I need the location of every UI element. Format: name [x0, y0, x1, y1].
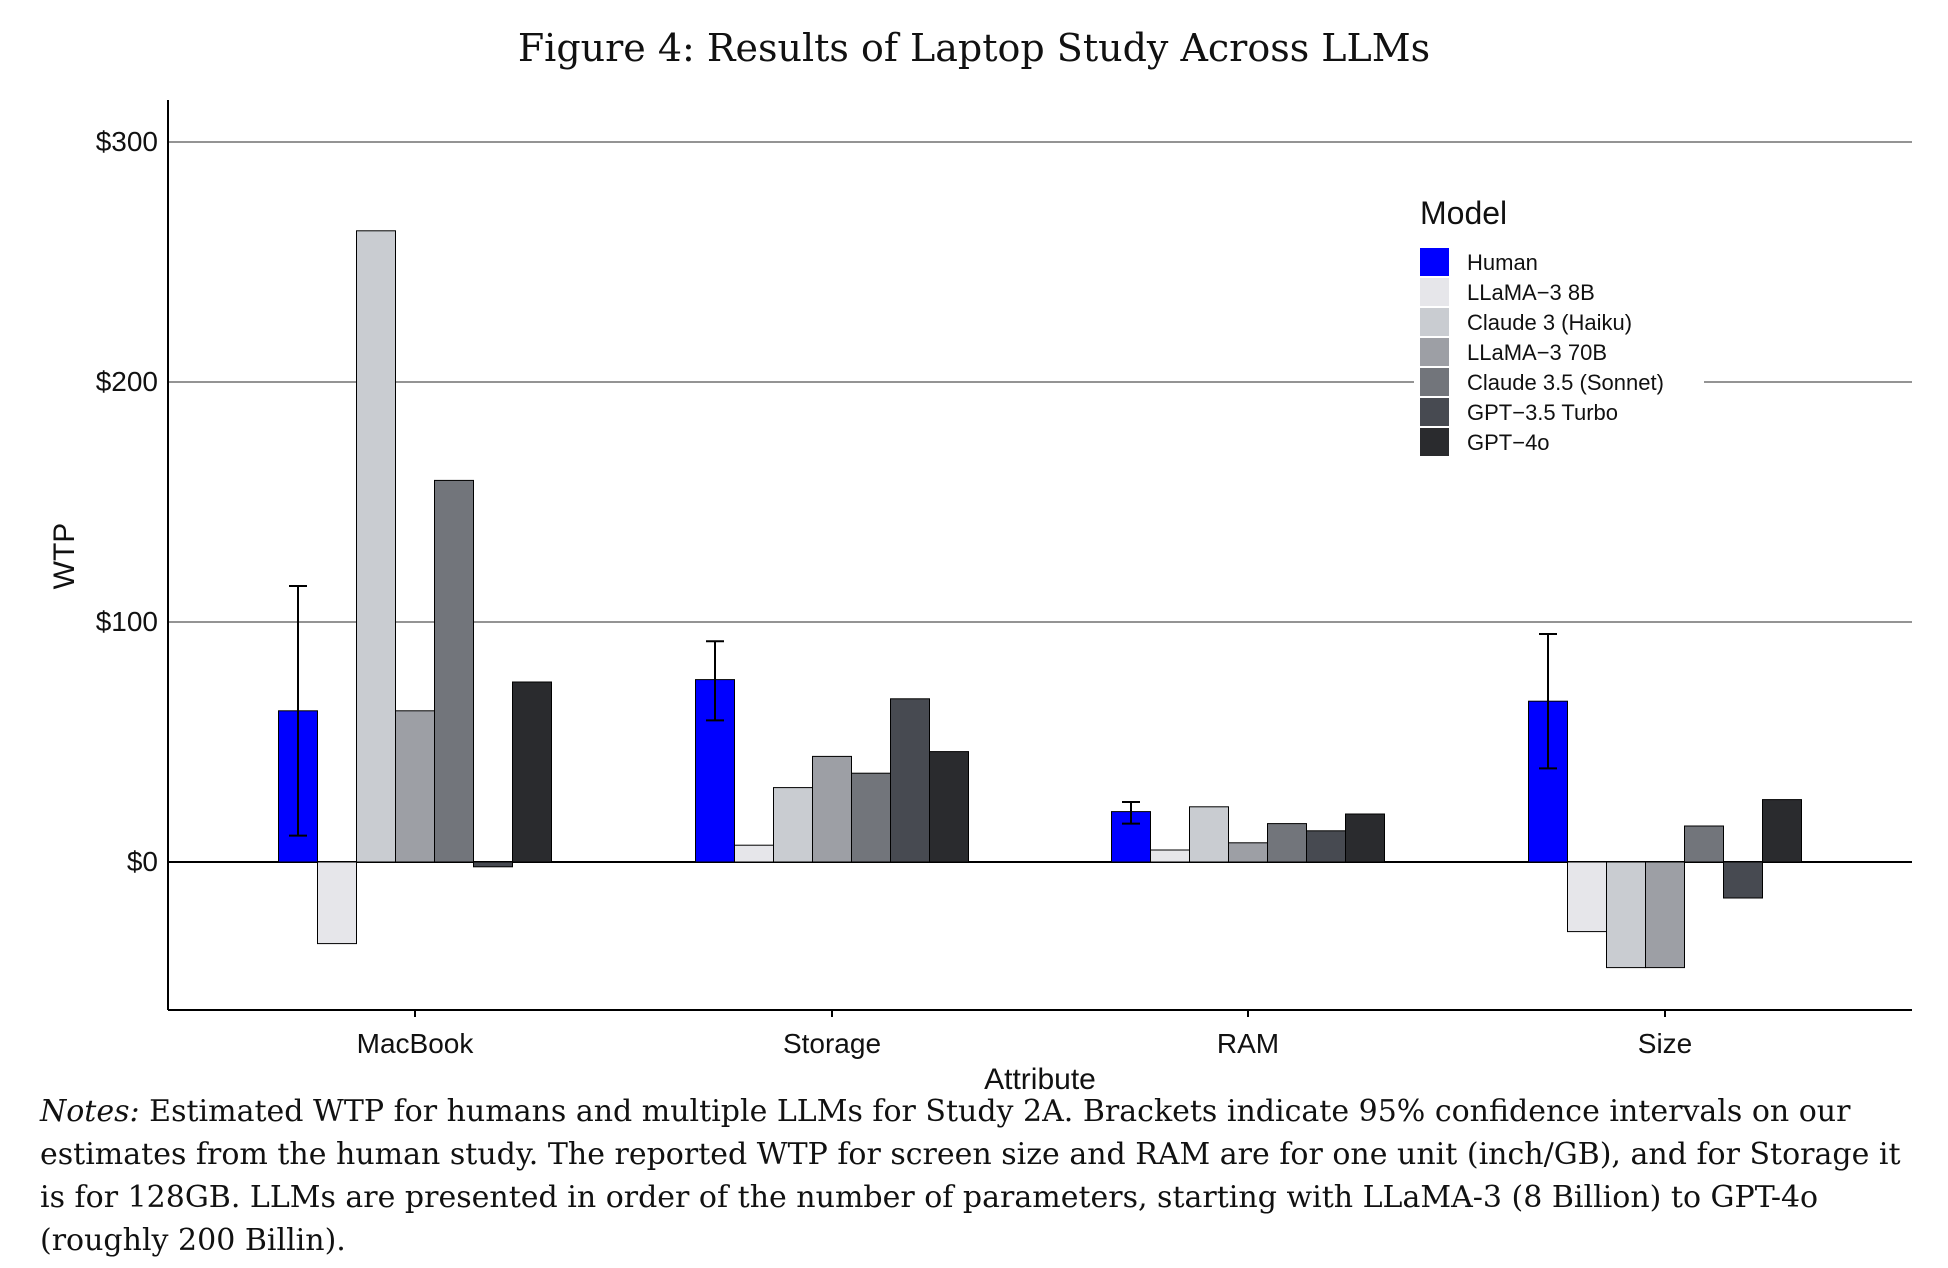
legend-swatch — [1420, 398, 1449, 426]
bar-llama-3-70b-size — [1645, 861, 1685, 969]
bar-llama-3-8b-ram — [1150, 849, 1190, 863]
bar-claude-3-5-sonnet--storage — [851, 772, 891, 863]
bar-gpt-4o-ram — [1345, 813, 1385, 863]
bar-claude-3-5-sonnet--size — [1684, 825, 1724, 863]
x-tick-label: RAM — [1217, 1028, 1279, 1059]
figure-notes: Notes: Estimated WTP for humans and mult… — [40, 1090, 1920, 1262]
bar-claude-3-5-sonnet--ram — [1267, 823, 1307, 863]
legend-label: GPT−3.5 Turbo — [1467, 400, 1618, 425]
bar-gpt-3-5-turbo-storage — [890, 698, 930, 863]
x-tick-label: Size — [1638, 1028, 1692, 1059]
legend-swatch — [1420, 368, 1449, 396]
y-tick-label: $200 — [96, 366, 158, 397]
bar-gpt-3-5-turbo-ram — [1306, 830, 1346, 863]
x-axis-title: Attribute — [984, 1063, 1096, 1090]
legend-background — [1414, 176, 1704, 596]
legend-swatch — [1420, 308, 1449, 336]
bar-claude-3-haiku--storage — [773, 787, 813, 863]
bar-llama-3-8b-macbook — [317, 861, 357, 945]
bar-llama-3-70b-ram — [1228, 842, 1268, 863]
notes-text: Estimated WTP for humans and multiple LL… — [40, 1094, 1901, 1258]
bar-claude-3-5-sonnet--macbook — [434, 479, 474, 863]
bar-gpt-4o-macbook — [512, 681, 552, 863]
legend-swatch — [1420, 248, 1449, 276]
bar-claude-3-haiku--ram — [1189, 806, 1229, 863]
bar-llama-3-70b-storage — [812, 755, 852, 863]
legend-title: Model — [1420, 195, 1507, 231]
bar-gpt-3-5-turbo-size — [1723, 861, 1763, 899]
legend-swatch — [1420, 338, 1449, 366]
y-tick-label: $0 — [127, 846, 158, 877]
x-tick-label: MacBook — [357, 1028, 475, 1059]
legend-label: Human — [1467, 250, 1538, 275]
bar-gpt-4o-size — [1762, 799, 1802, 863]
y-tick-label: $100 — [96, 606, 158, 637]
bar-llama-3-70b-macbook — [395, 710, 435, 863]
legend-label: LLaMA−3 8B — [1467, 280, 1595, 305]
bar-claude-3-haiku--size — [1606, 861, 1646, 969]
legend-label: LLaMA−3 70B — [1467, 340, 1607, 365]
y-axis-title: WTP — [48, 523, 81, 590]
bar-claude-3-haiku--macbook — [356, 230, 396, 863]
bar-chart: $0 $100 $200 $300 MacBook Storage RAM Size Attri… — [48, 100, 1912, 1090]
bar-gpt-4o-storage — [929, 751, 969, 863]
legend-label: Claude 3 (Haiku) — [1467, 310, 1632, 335]
notes-label: Notes: — [40, 1094, 140, 1129]
bar-llama-3-8b-size — [1567, 861, 1607, 933]
bar-gpt-3-5-turbo-macbook — [473, 861, 513, 868]
legend-label: Claude 3.5 (Sonnet) — [1467, 370, 1664, 395]
y-tick-label: $300 — [96, 126, 158, 157]
legend-label: GPT−4o — [1467, 430, 1550, 455]
legend-swatch — [1420, 278, 1449, 306]
x-tick-label: Storage — [783, 1028, 881, 1059]
figure-title: Figure 4: Results of Laptop Study Across… — [517, 26, 1431, 70]
bar-llama-3-8b-storage — [734, 844, 774, 863]
legend-swatch — [1420, 428, 1449, 456]
